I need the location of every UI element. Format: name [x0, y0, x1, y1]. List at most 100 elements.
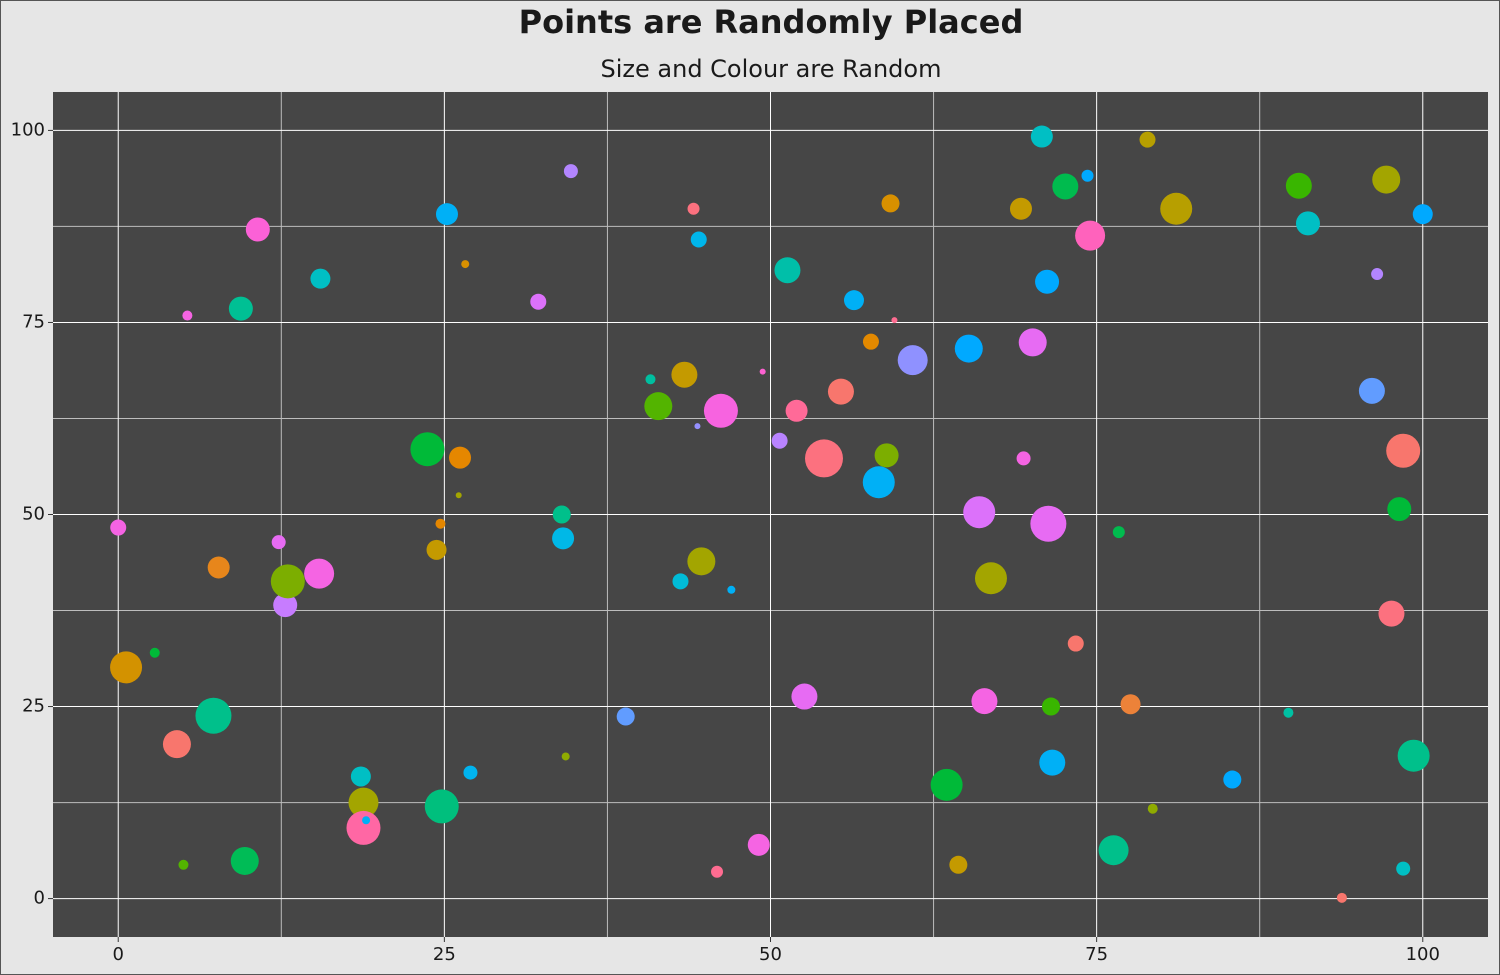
point	[690, 231, 707, 248]
point	[1295, 211, 1320, 236]
point	[827, 378, 854, 405]
chart-subtitle: Size and Colour are Random	[601, 55, 942, 83]
point	[530, 293, 547, 310]
point	[346, 810, 381, 845]
point	[552, 527, 575, 550]
point	[563, 164, 578, 179]
point	[791, 683, 818, 710]
point	[424, 789, 459, 824]
point	[671, 361, 698, 388]
point	[182, 310, 193, 321]
point	[949, 855, 968, 874]
point	[874, 443, 899, 468]
point	[747, 833, 770, 856]
point	[455, 492, 462, 499]
point	[1378, 600, 1405, 627]
point	[711, 865, 724, 878]
point	[245, 217, 270, 242]
point	[271, 535, 286, 550]
point	[435, 203, 458, 226]
point	[1412, 204, 1433, 225]
point	[1035, 269, 1060, 294]
point	[461, 260, 470, 269]
point	[1283, 707, 1294, 718]
x-tick-label: 75	[1085, 944, 1108, 965]
point	[774, 257, 801, 284]
point	[463, 765, 478, 780]
point	[195, 697, 232, 734]
point	[228, 296, 253, 321]
point	[1336, 892, 1347, 903]
point	[304, 558, 335, 589]
point	[1039, 749, 1066, 776]
point	[694, 423, 701, 430]
point	[1041, 697, 1060, 716]
point	[561, 752, 570, 761]
point	[1223, 770, 1242, 789]
point	[971, 688, 998, 715]
point	[1285, 172, 1312, 199]
point	[616, 707, 635, 726]
point	[1386, 433, 1421, 468]
y-tick-label: 25	[22, 696, 45, 717]
point	[1358, 377, 1385, 404]
y-tick-label: 100	[11, 119, 45, 140]
point	[207, 556, 230, 579]
point	[1372, 165, 1401, 194]
point	[897, 345, 928, 376]
point	[110, 519, 127, 536]
point	[162, 730, 191, 759]
point	[426, 539, 447, 560]
point	[1030, 125, 1053, 148]
point	[449, 446, 472, 469]
point	[1387, 497, 1412, 522]
point	[1147, 803, 1158, 814]
point	[930, 768, 963, 801]
x-tick-label: 100	[1406, 944, 1440, 965]
x-tick-label: 0	[113, 944, 124, 965]
point	[273, 593, 298, 618]
point	[974, 562, 1007, 595]
x-tick-label: 25	[433, 944, 456, 965]
point	[1016, 451, 1031, 466]
point	[644, 392, 673, 421]
point	[1371, 268, 1384, 281]
point	[771, 432, 788, 449]
point	[963, 496, 996, 529]
point	[1052, 173, 1079, 200]
point	[1081, 169, 1094, 182]
point	[270, 564, 305, 599]
point	[1112, 526, 1125, 539]
point	[149, 647, 160, 658]
point	[348, 787, 379, 818]
point	[672, 573, 689, 590]
point	[1160, 192, 1193, 225]
point	[687, 547, 716, 576]
point	[362, 816, 371, 825]
point	[110, 651, 143, 684]
point	[891, 317, 898, 324]
point	[862, 333, 879, 350]
point	[310, 268, 331, 289]
y-tick-label: 50	[22, 504, 45, 525]
point	[435, 518, 446, 529]
point	[178, 859, 189, 870]
point	[1009, 197, 1032, 220]
point	[1397, 739, 1430, 772]
point	[759, 368, 766, 375]
point	[350, 766, 371, 787]
point	[1139, 131, 1156, 148]
point	[230, 846, 259, 875]
point	[1120, 694, 1141, 715]
point	[785, 399, 808, 422]
point	[862, 466, 895, 499]
point	[881, 194, 900, 213]
point	[645, 374, 656, 385]
point	[1067, 635, 1084, 652]
point	[1030, 505, 1067, 542]
x-tick-label: 50	[759, 944, 782, 965]
point	[1396, 861, 1411, 876]
point	[1075, 220, 1106, 251]
